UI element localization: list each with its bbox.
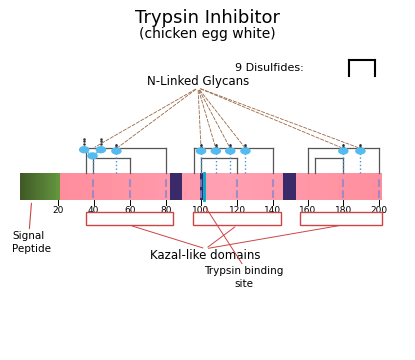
Bar: [300, 212, 382, 225]
Text: 180: 180: [335, 206, 352, 215]
Bar: [155, 173, 166, 201]
Bar: [36, 173, 38, 201]
Bar: [263, 173, 274, 201]
Bar: [133, 173, 144, 201]
Text: Signal
Peptide: Signal Peptide: [12, 231, 51, 254]
Text: (chicken egg white): (chicken egg white): [139, 27, 276, 41]
Bar: [44, 173, 46, 201]
Bar: [295, 173, 306, 201]
Bar: [371, 173, 382, 201]
Text: 140: 140: [264, 206, 281, 215]
Text: 60: 60: [124, 206, 135, 215]
Bar: [24, 173, 26, 201]
Bar: [20, 173, 22, 201]
Bar: [22, 173, 24, 201]
Text: 160: 160: [300, 206, 317, 215]
Text: Kazal-like domains: Kazal-like domains: [150, 249, 261, 262]
Bar: [34, 173, 36, 201]
Text: 20: 20: [52, 206, 63, 215]
Bar: [58, 173, 59, 201]
Bar: [38, 173, 39, 201]
Bar: [39, 173, 42, 201]
Bar: [112, 173, 122, 201]
Bar: [58, 173, 68, 201]
Bar: [242, 173, 252, 201]
Bar: [176, 173, 188, 201]
Bar: [283, 173, 295, 201]
Circle shape: [339, 148, 348, 154]
Bar: [42, 173, 44, 201]
Bar: [198, 173, 209, 201]
Bar: [32, 173, 34, 201]
Bar: [317, 173, 328, 201]
Text: Trypsin binding
site: Trypsin binding site: [204, 266, 283, 288]
Bar: [349, 173, 360, 201]
Bar: [339, 173, 349, 201]
Bar: [360, 173, 371, 201]
Bar: [79, 173, 90, 201]
Bar: [90, 173, 101, 201]
Circle shape: [96, 147, 105, 153]
Bar: [200, 173, 203, 201]
Bar: [166, 173, 176, 201]
Text: 40: 40: [88, 206, 99, 215]
Text: Trypsin Inhibitor: Trypsin Inhibitor: [135, 9, 280, 27]
Bar: [193, 212, 281, 225]
Bar: [101, 173, 112, 201]
Circle shape: [80, 147, 89, 153]
Bar: [285, 173, 295, 201]
Text: 9 Disulfides:: 9 Disulfides:: [235, 63, 304, 73]
Text: 200: 200: [371, 206, 388, 215]
Bar: [122, 173, 133, 201]
Bar: [26, 173, 28, 201]
Text: N-Linked Glycans: N-Linked Glycans: [147, 75, 249, 88]
Bar: [328, 173, 339, 201]
Bar: [231, 173, 242, 201]
Bar: [252, 173, 263, 201]
Bar: [306, 173, 317, 201]
Bar: [170, 173, 182, 201]
Text: 120: 120: [229, 206, 246, 215]
Bar: [86, 212, 173, 225]
Bar: [188, 173, 198, 201]
Text: 100: 100: [193, 206, 210, 215]
Circle shape: [211, 148, 220, 154]
Bar: [220, 173, 231, 201]
Circle shape: [241, 148, 250, 154]
Circle shape: [196, 148, 205, 154]
Circle shape: [112, 148, 121, 154]
Bar: [209, 173, 220, 201]
Bar: [51, 173, 54, 201]
Bar: [56, 173, 58, 201]
Bar: [54, 173, 56, 201]
Bar: [144, 173, 155, 201]
Bar: [48, 173, 49, 201]
Circle shape: [226, 148, 235, 154]
Bar: [274, 173, 285, 201]
Bar: [29, 173, 32, 201]
Bar: [68, 173, 79, 201]
Circle shape: [88, 153, 97, 159]
Circle shape: [356, 148, 365, 154]
Text: 80: 80: [160, 206, 171, 215]
Bar: [49, 173, 51, 201]
Bar: [28, 173, 29, 201]
Bar: [46, 173, 48, 201]
